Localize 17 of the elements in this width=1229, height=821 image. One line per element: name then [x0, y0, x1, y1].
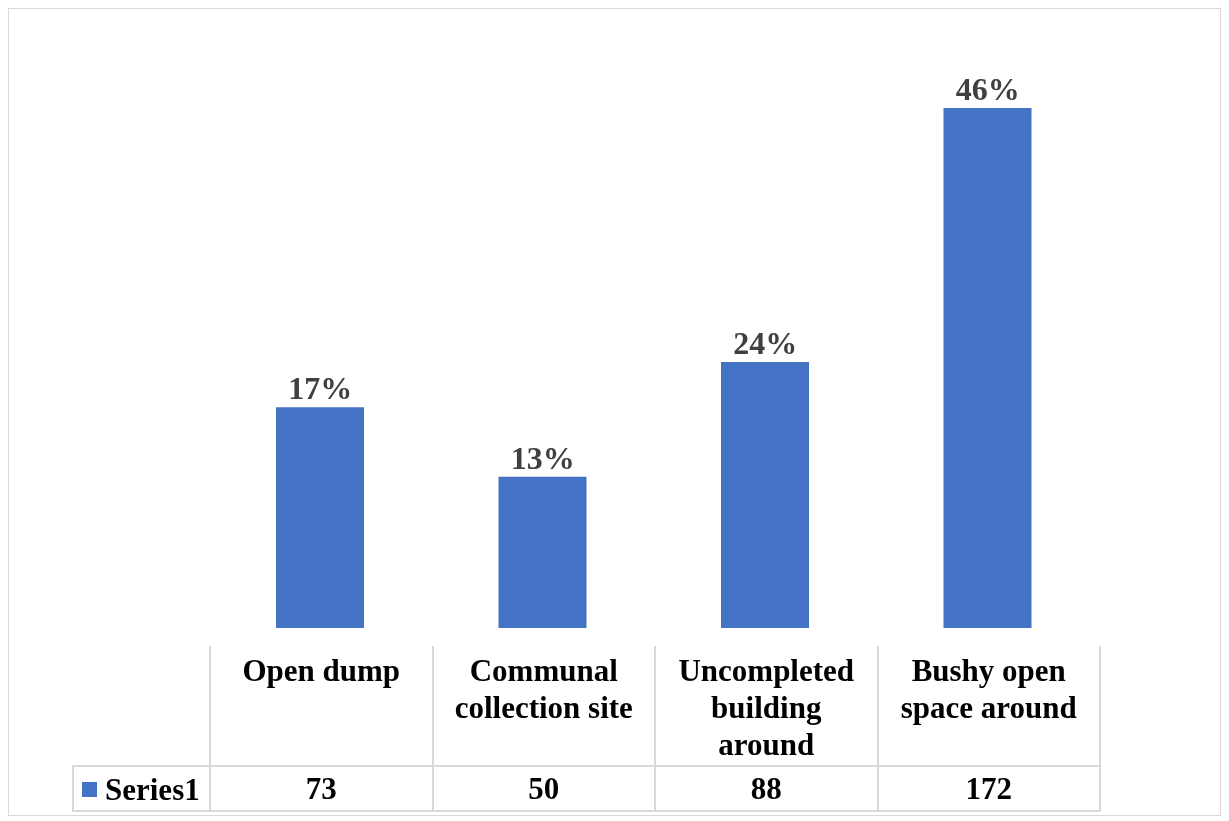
bar: [498, 476, 587, 628]
data-label: 172: [877, 766, 1100, 811]
annotation: 46%: [955, 71, 1020, 107]
annotation: 13%: [510, 439, 575, 476]
x-tick-label: Bushy open space around: [877, 646, 1100, 766]
bar: [276, 407, 364, 628]
annotation: 17%: [288, 370, 353, 407]
x-tick-label: Uncompleted building around: [655, 646, 878, 766]
data-label: 73: [210, 766, 433, 811]
legend-label: Series1: [105, 770, 200, 809]
annotation: 24%: [733, 324, 798, 361]
bar: [721, 361, 809, 628]
data-label: 50: [432, 766, 655, 811]
data-label: 88: [655, 766, 878, 811]
bar: [943, 108, 1032, 628]
x-tick-label: Communal collection site: [432, 646, 655, 766]
x-tick-label: Open dump: [210, 646, 433, 766]
